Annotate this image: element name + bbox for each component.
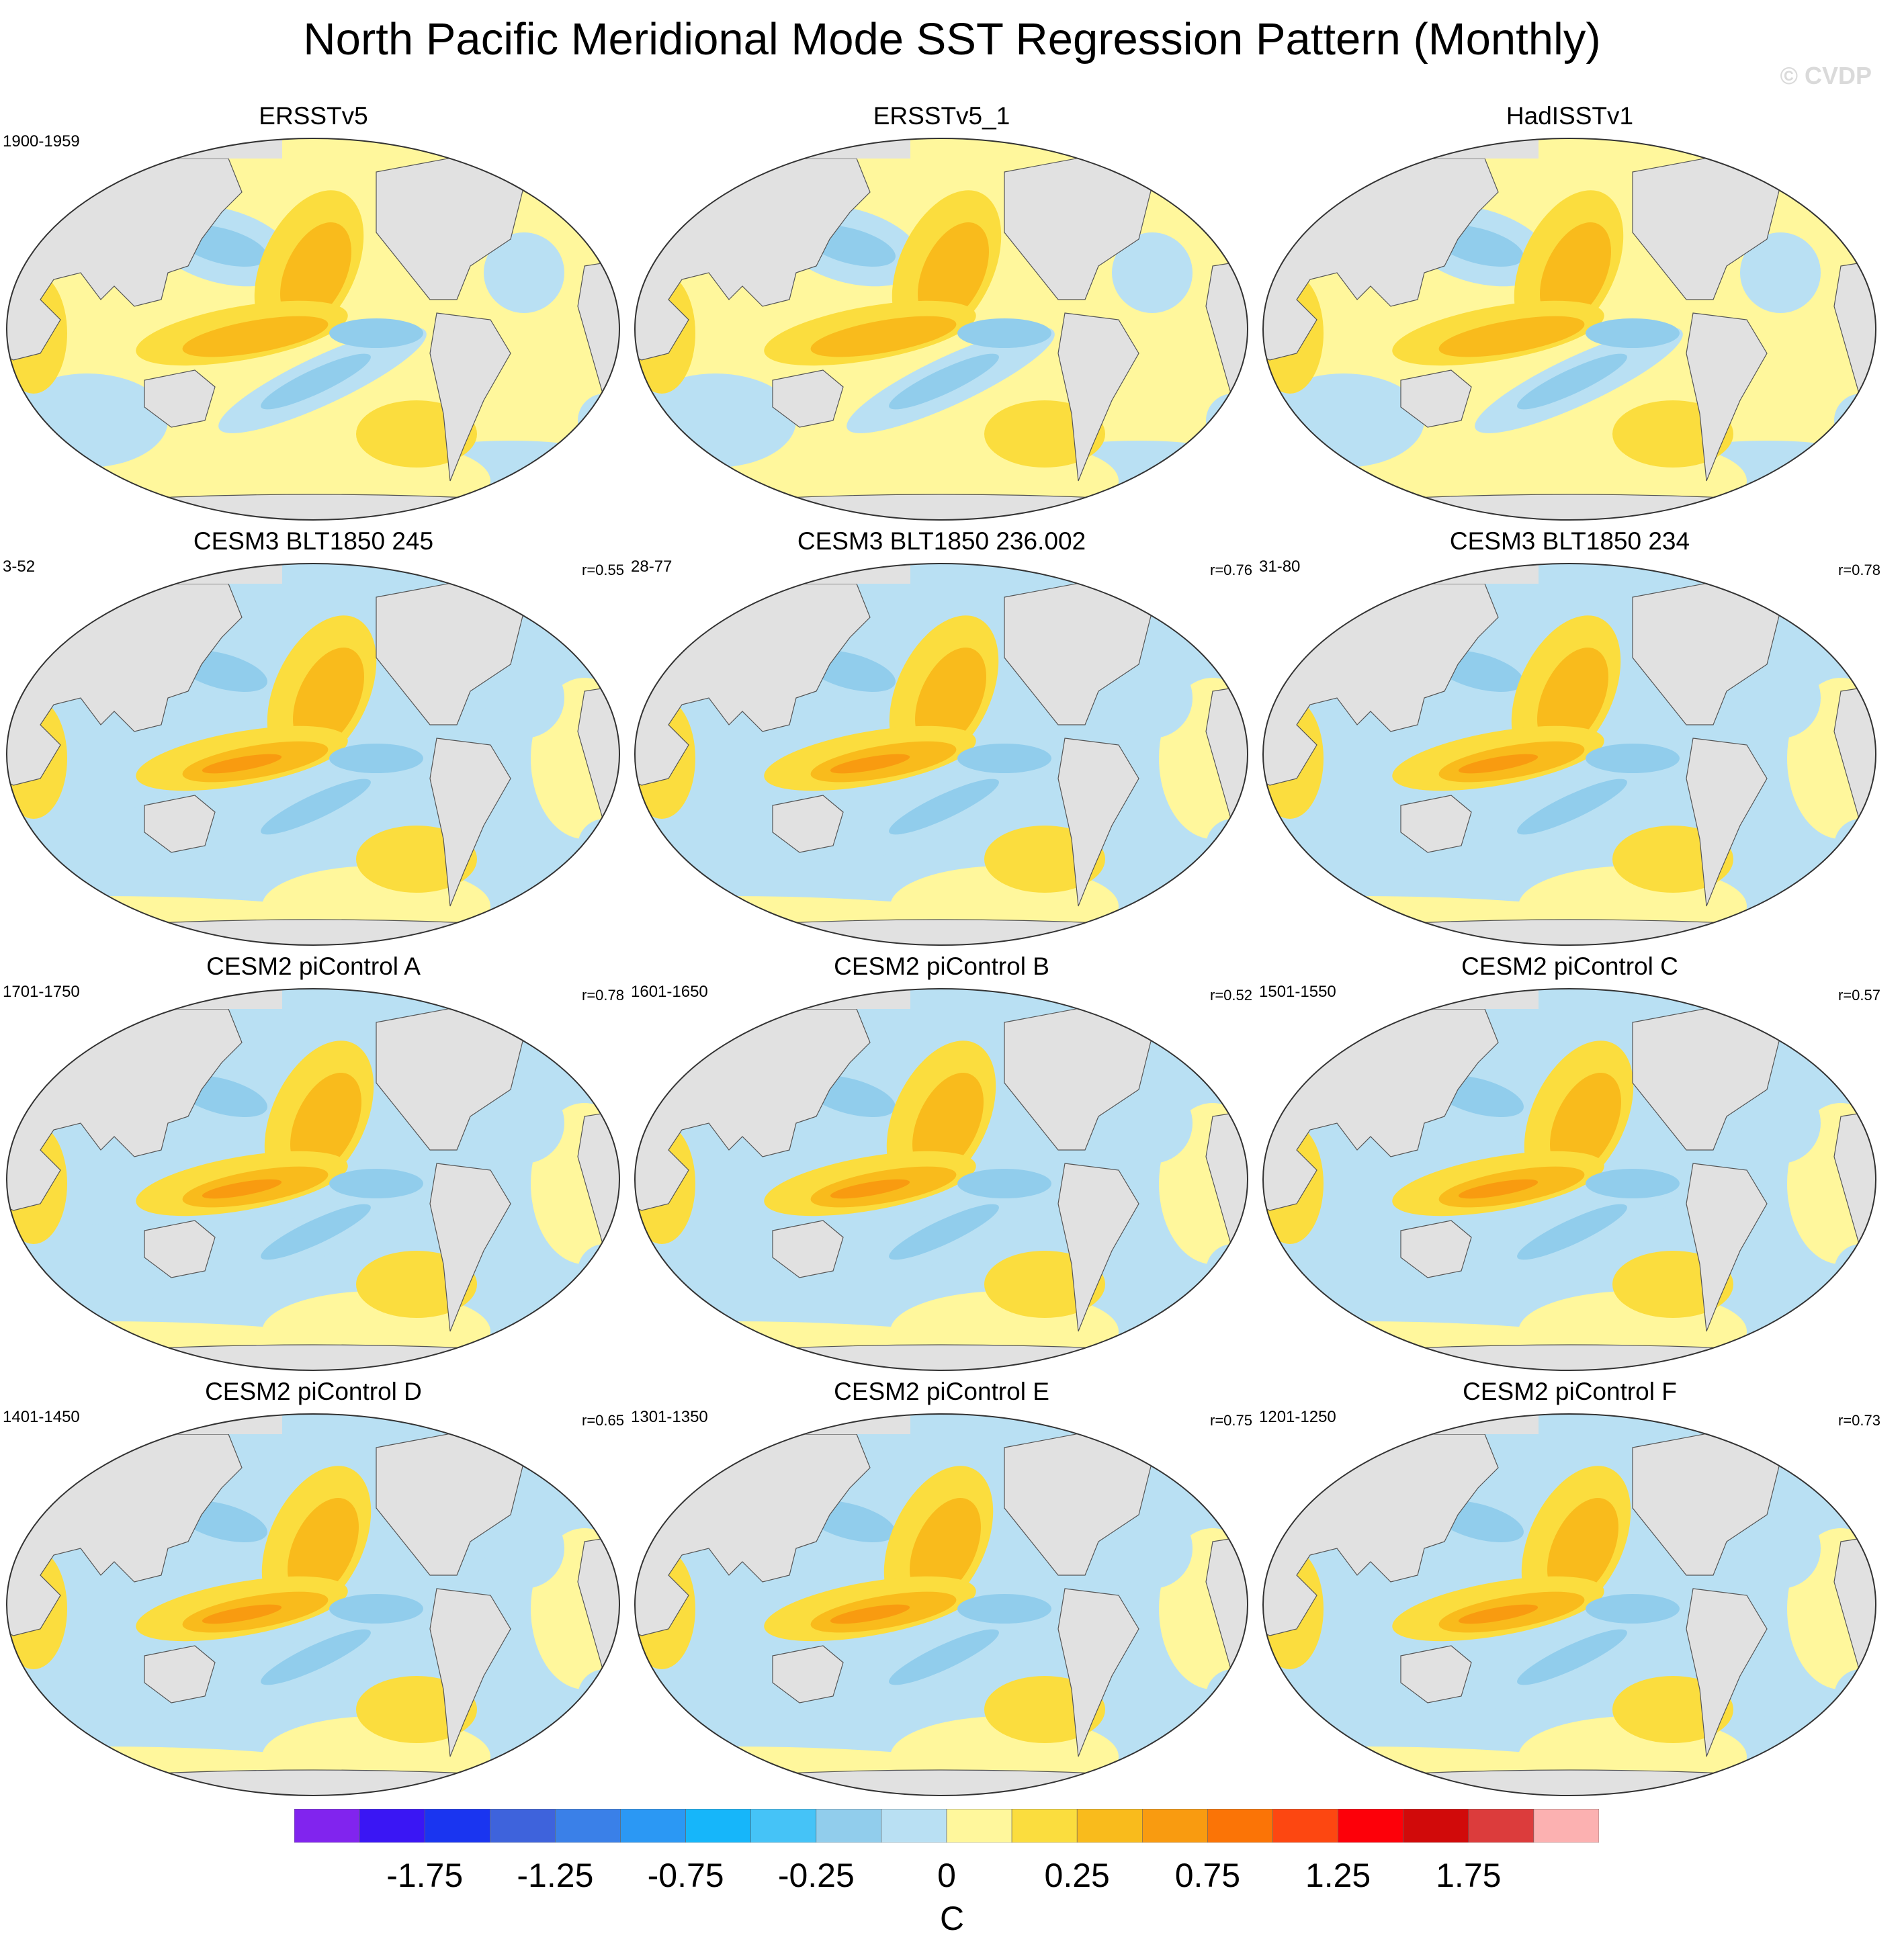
map-panel: CESM2 piControl D 1401-1450 r=0.65 — [0, 1376, 627, 1806]
sst-map — [1262, 988, 1876, 1371]
colorbar — [294, 1809, 1599, 1843]
map-panel: ERSSTv5 1900-1959 — [0, 101, 627, 531]
colorbar-box — [1076, 1809, 1143, 1843]
sst-map — [1262, 138, 1876, 521]
colorbar-box — [1338, 1809, 1403, 1843]
colorbar-units: C — [939, 1900, 965, 1937]
sst-map — [1262, 1413, 1876, 1796]
colorbar-box — [1207, 1809, 1273, 1843]
panel-period: 3-52 — [3, 558, 36, 576]
sst-map — [6, 138, 620, 521]
panel-correlation: r=0.78 — [582, 987, 624, 1004]
map-panel: CESM3 BLT1850 236.002 28-77 r=0.76 — [628, 526, 1255, 956]
sst-map — [634, 563, 1248, 946]
map-panel: CESM2 piControl C 1501-1550 r=0.57 — [1256, 951, 1883, 1381]
colorbar-box — [1011, 1809, 1078, 1843]
cvdp-credit: © CVDP — [1780, 62, 1872, 89]
panel-title: CESM2 piControl D — [205, 1378, 422, 1405]
colorbar-box — [750, 1809, 817, 1843]
colorbar-box — [620, 1809, 686, 1843]
map-panel: CESM3 BLT1850 245 3-52 r=0.55 — [0, 526, 627, 956]
colorbar-box — [1403, 1809, 1469, 1843]
colorbar-box — [294, 1809, 360, 1843]
panel-period: 1701-1750 — [3, 983, 80, 1001]
sst-map — [6, 1413, 620, 1796]
colorbar-box — [489, 1809, 556, 1843]
panel-title: CESM3 BLT1850 245 — [193, 527, 434, 555]
panel-correlation: r=0.57 — [1838, 987, 1880, 1004]
panel-title: CESM2 piControl F — [1463, 1378, 1677, 1405]
colorbar-box — [685, 1809, 751, 1843]
panel-title: CESM3 BLT1850 234 — [1449, 527, 1690, 555]
map-panel: CESM2 piControl B 1601-1650 r=0.52 — [628, 951, 1255, 1381]
colorbar-tick-label: -1.75 — [386, 1857, 464, 1894]
panel-period: 31-80 — [1259, 558, 1301, 576]
colorbar-box — [1533, 1809, 1599, 1843]
panel-title: ERSSTv5_1 — [873, 102, 1010, 130]
colorbar-tick-label: -1.25 — [517, 1857, 594, 1894]
panel-period: 1301-1350 — [631, 1408, 708, 1426]
map-panel: HadISSTv1 — [1256, 101, 1883, 531]
colorbar-tick-label: 1.75 — [1436, 1857, 1502, 1894]
colorbar-box — [946, 1809, 1012, 1843]
sst-map — [634, 138, 1248, 521]
sst-map — [1262, 563, 1876, 946]
colorbar-box — [1142, 1809, 1208, 1843]
colorbar-box — [816, 1809, 882, 1843]
sst-map — [634, 1413, 1248, 1796]
panel-correlation: r=0.76 — [1210, 562, 1252, 578]
colorbar-box — [1272, 1809, 1338, 1843]
colorbar-tick-label: 1.25 — [1305, 1857, 1371, 1894]
panel-title: CESM2 piControl B — [834, 953, 1049, 980]
figure-title: North Pacific Meridional Mode SST Regres… — [303, 14, 1601, 64]
panel-period: 1201-1250 — [1259, 1408, 1336, 1426]
sst-map — [6, 563, 620, 946]
sst-map — [634, 988, 1248, 1371]
panel-title: CESM2 piControl A — [206, 953, 421, 980]
panel-correlation: r=0.78 — [1838, 562, 1880, 578]
panel-correlation: r=0.75 — [1210, 1412, 1252, 1429]
panel-correlation: r=0.55 — [582, 562, 624, 578]
panel-period: 1900-1959 — [3, 132, 80, 150]
panel-correlation: r=0.65 — [582, 1412, 624, 1429]
colorbar-box — [555, 1809, 621, 1843]
panel-period: 28-77 — [631, 558, 673, 576]
panel-title: CESM3 BLT1850 236.002 — [797, 527, 1086, 555]
colorbar-tick-label: 0 — [937, 1857, 956, 1894]
colorbar-box — [424, 1809, 490, 1843]
panel-title: ERSSTv5 — [259, 102, 368, 130]
colorbar-tick-label: 0.75 — [1174, 1857, 1241, 1894]
colorbar-tick-label: 0.25 — [1044, 1857, 1110, 1894]
colorbar-box — [359, 1809, 425, 1843]
colorbar-box — [881, 1809, 947, 1843]
panel-period: 1401-1450 — [3, 1408, 80, 1426]
map-panel: CESM3 BLT1850 234 31-80 r=0.78 — [1256, 526, 1883, 956]
colorbar-tick-label: -0.75 — [647, 1857, 724, 1894]
map-panel: ERSSTv5_1 — [628, 101, 1255, 531]
sst-map — [6, 988, 620, 1371]
map-panel: CESM2 piControl A 1701-1750 r=0.78 — [0, 951, 627, 1381]
panel-period: 1501-1550 — [1259, 983, 1336, 1001]
panel-title: CESM2 piControl E — [834, 1378, 1049, 1405]
panel-title: HadISSTv1 — [1506, 102, 1634, 130]
panel-correlation: r=0.52 — [1210, 987, 1252, 1004]
panel-period: 1601-1650 — [631, 983, 708, 1001]
panel-title: CESM2 piControl C — [1461, 953, 1678, 980]
map-panel: CESM2 piControl E 1301-1350 r=0.75 — [628, 1376, 1255, 1806]
panel-correlation: r=0.73 — [1838, 1412, 1880, 1429]
colorbar-tick-label: -0.25 — [777, 1857, 855, 1894]
map-panel: CESM2 piControl F 1201-1250 r=0.73 — [1256, 1376, 1883, 1806]
colorbar-box — [1468, 1809, 1534, 1843]
